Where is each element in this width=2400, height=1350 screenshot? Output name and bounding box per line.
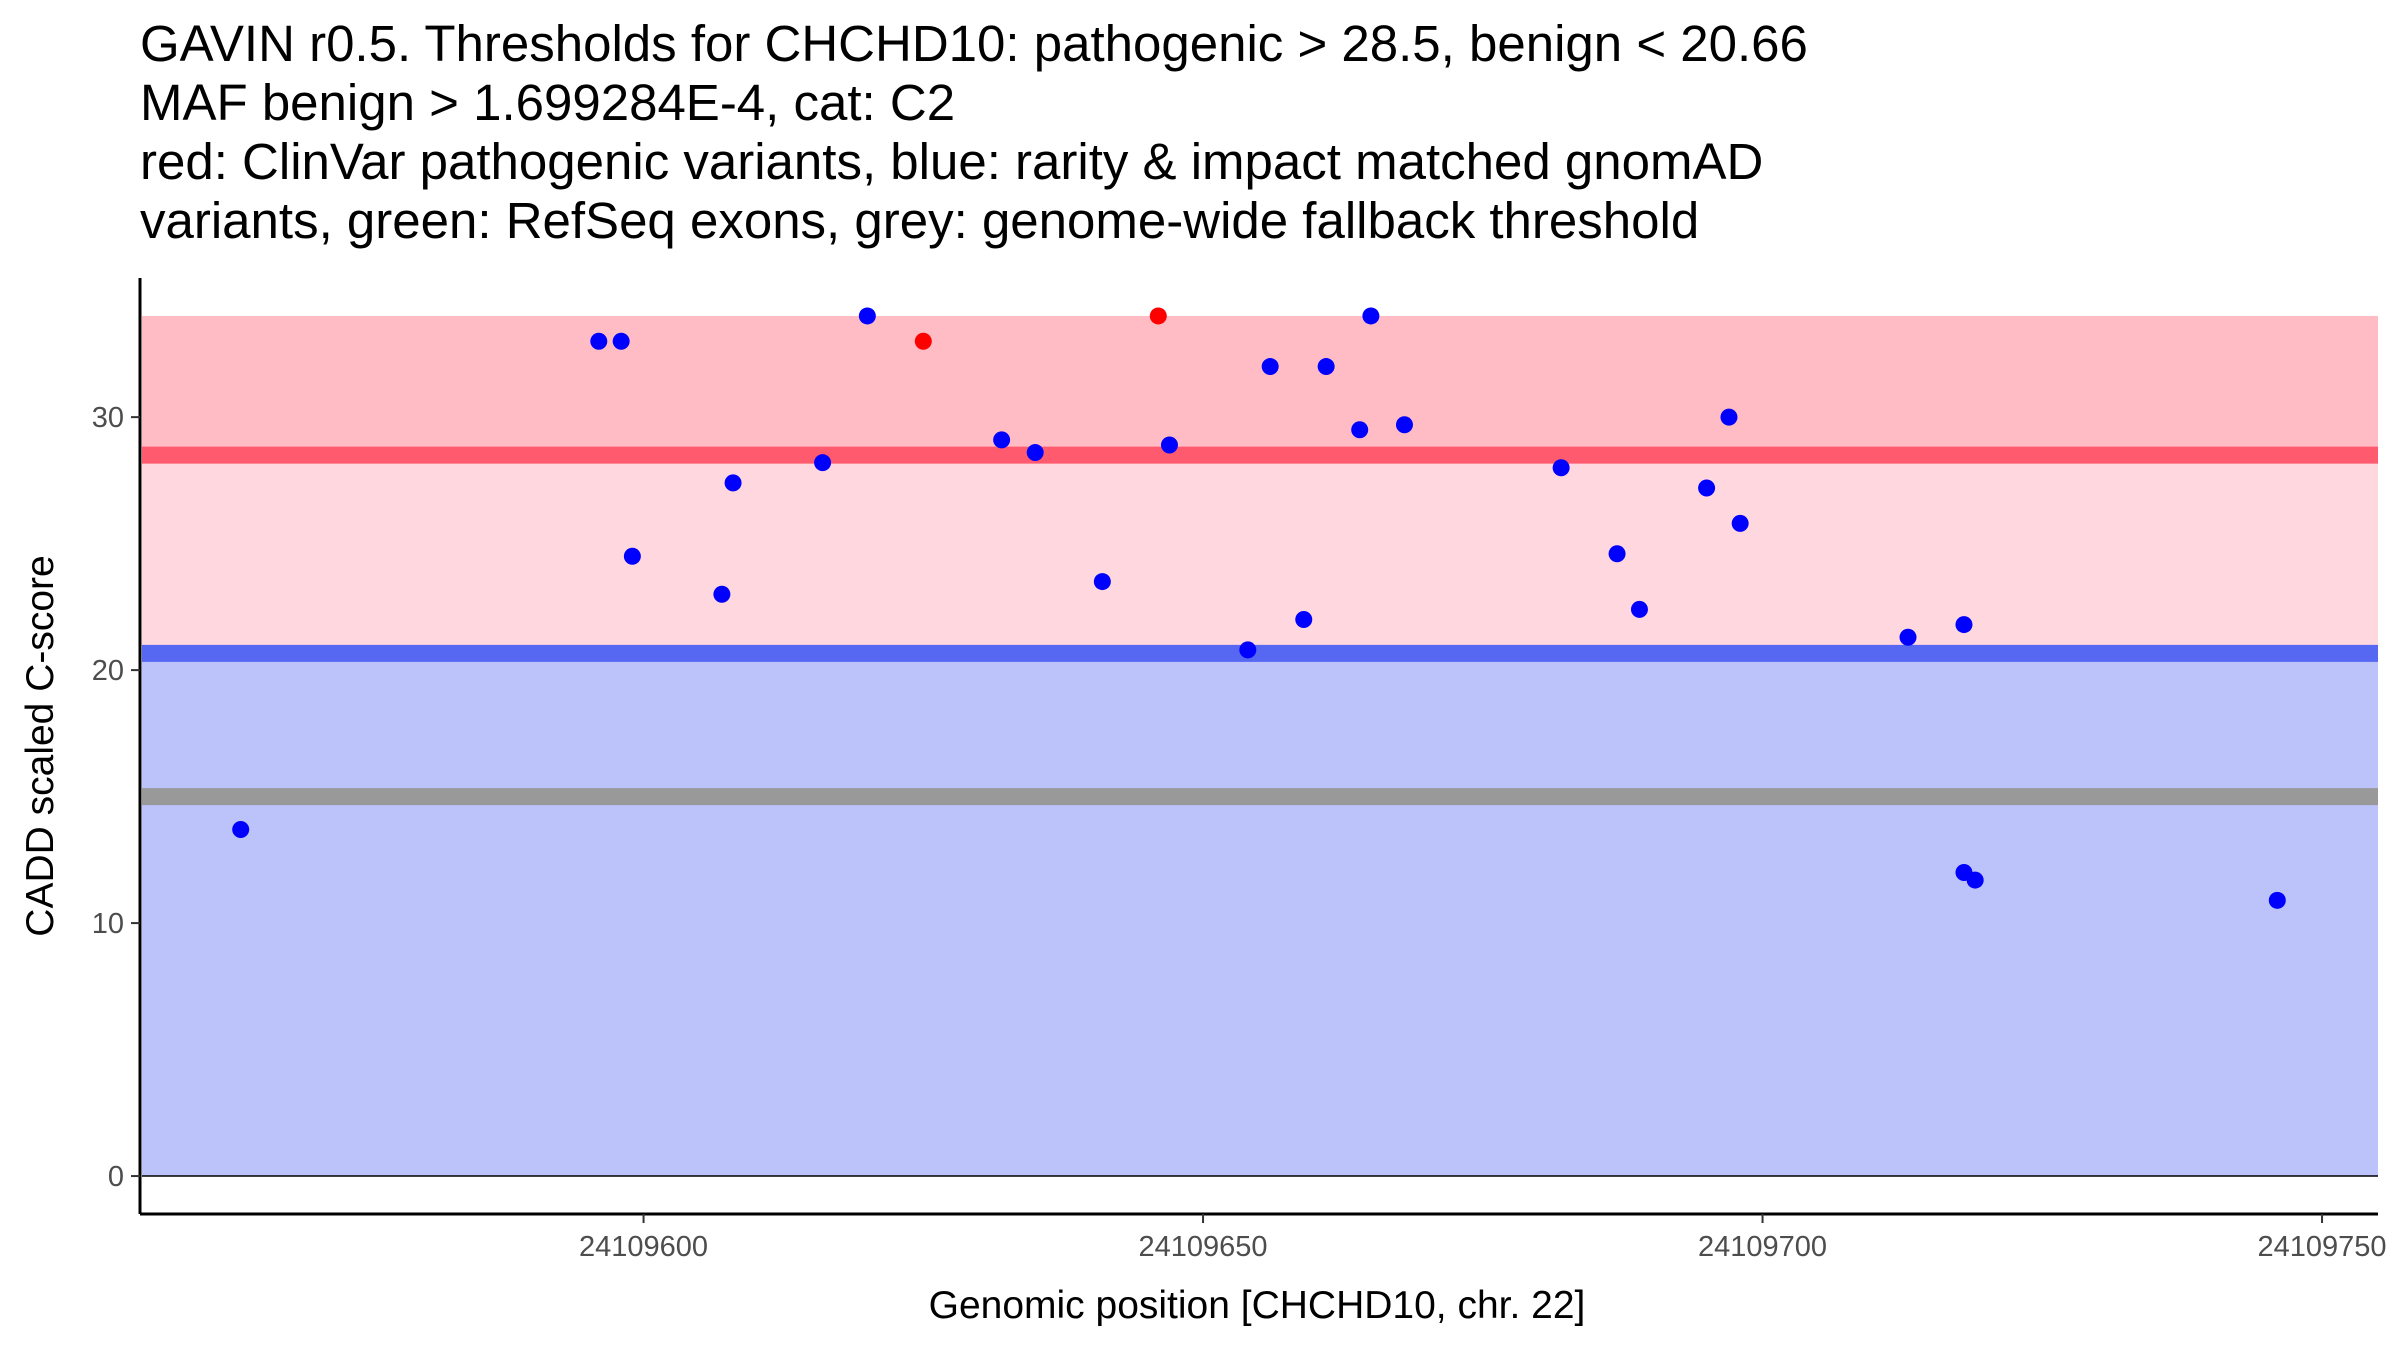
- y-tick-label: 10: [92, 908, 124, 940]
- benign-variant-point: [1608, 545, 1626, 563]
- benign-variant-point: [1351, 421, 1369, 439]
- chart-title: GAVIN r0.5. Thresholds for CHCHD10: path…: [140, 14, 2340, 250]
- title-line-2: MAF benign > 1.699284E-4, cat: C2: [140, 74, 956, 131]
- title-line-3: red: ClinVar pathogenic variants, blue: …: [140, 133, 1764, 190]
- benign-variant-point: [623, 547, 641, 565]
- benign-variant-point: [814, 454, 832, 472]
- variant-points: [232, 307, 2286, 909]
- benign-variant-point: [724, 474, 742, 492]
- x-tick-label: 24109700: [1698, 1231, 1827, 1263]
- benign-variant-point: [1395, 416, 1413, 434]
- x-tick-label: 24109650: [1139, 1231, 1268, 1263]
- benign-variant-point: [590, 332, 608, 350]
- y-axis-title: CADD scaled C-score: [19, 555, 62, 936]
- benign-variant-point: [993, 431, 1011, 449]
- x-axis-title: Genomic position [CHCHD10, chr. 22]: [929, 1284, 1586, 1327]
- uncertain-zone-band: [142, 455, 2378, 654]
- benign-variant-point: [1239, 641, 1257, 659]
- y-tick-label: 20: [92, 655, 124, 687]
- threshold-lines: [142, 446, 2378, 806]
- benign-variant-point: [1093, 573, 1111, 591]
- axes: 0 10 20 30 24109600 24109650 24109700 24109750: [92, 278, 2387, 1263]
- benign-variant-point: [1362, 307, 1380, 325]
- benign-variant-point: [1899, 628, 1917, 646]
- y-tick-label: 30: [92, 402, 124, 434]
- benign-variant-point: [1720, 408, 1738, 426]
- pathogenic-variant-point: [1149, 307, 1167, 325]
- pathogenic-variant-point: [914, 332, 932, 350]
- benign-variant-point: [2268, 891, 2286, 909]
- benign-variant-point: [1295, 611, 1313, 629]
- benign-variant-point: [1552, 459, 1570, 477]
- benign-variant-point: [1026, 444, 1044, 462]
- benign-variant-point: [713, 585, 731, 603]
- benign-variant-point: [858, 307, 876, 325]
- x-tick-label: 24109750: [2258, 1231, 2387, 1263]
- benign-variant-point: [1955, 616, 1973, 634]
- y-tick-label: 0: [108, 1161, 124, 1193]
- benign-variant-point: [232, 820, 250, 838]
- benign-variant-point: [1160, 436, 1178, 454]
- pathogenic-zone-band: [142, 315, 2378, 456]
- benign-variant-point: [1966, 871, 1984, 889]
- x-tick-label: 24109600: [579, 1231, 708, 1263]
- threshold-bands: [142, 315, 2378, 1177]
- title-line-1: GAVIN r0.5. Thresholds for CHCHD10: path…: [140, 15, 1808, 72]
- benign-variant-point: [1630, 600, 1648, 618]
- benign-variant-point: [1317, 358, 1335, 376]
- benign-variant-point: [1698, 479, 1716, 497]
- title-line-4: variants, green: RefSeq exons, grey: gen…: [140, 192, 1700, 249]
- benign-variant-point: [1731, 514, 1749, 532]
- benign-variant-point: [612, 332, 630, 350]
- benign-variant-point: [1261, 358, 1279, 376]
- benign-zone-band: [142, 653, 2378, 1177]
